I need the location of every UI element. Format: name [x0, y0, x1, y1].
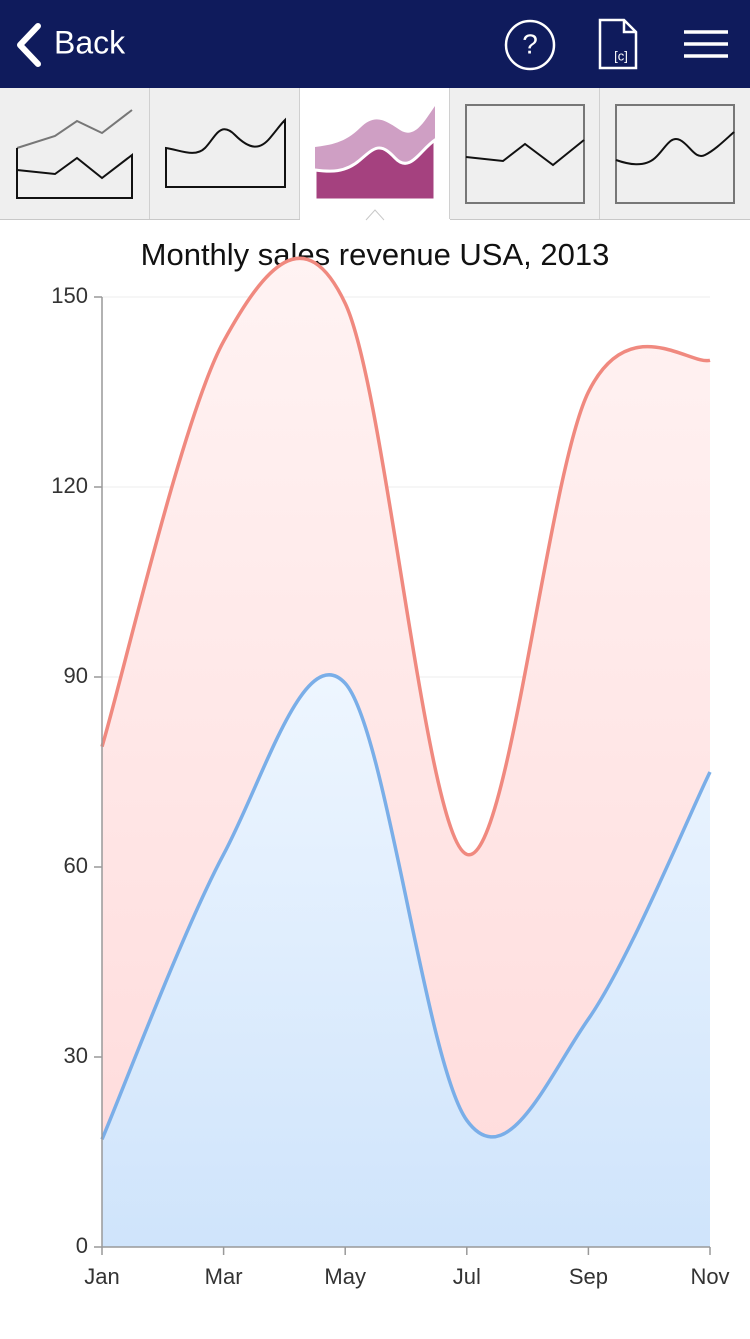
nav-bar	[0, 0, 750, 88]
thumb-boxed-line[interactable]	[465, 104, 585, 204]
y-tick-label: 120	[51, 473, 88, 498]
thumb-boxed-spline[interactable]	[615, 104, 735, 204]
thumb-line[interactable]	[16, 109, 133, 199]
series-line	[100, 256, 711, 857]
help-label[interactable]: ?	[522, 28, 538, 59]
x-tick-label: Jul	[453, 1264, 481, 1289]
x-tick-label: Nov	[690, 1264, 729, 1289]
x-tick-label: Sep	[569, 1264, 608, 1289]
back-chevron	[17, 23, 41, 67]
series-line	[100, 673, 712, 1141]
help-circle	[504, 19, 556, 71]
tab-separators	[149, 88, 600, 219]
y-tick-label: 150	[51, 283, 88, 308]
menu-button[interactable]	[684, 30, 728, 58]
thumb-spline[interactable]	[165, 117, 286, 188]
x-tick-label: Jan	[84, 1264, 119, 1289]
y-tick-label: 90	[64, 663, 88, 688]
y-tick-label: 60	[64, 853, 88, 878]
back-button[interactable]: Back	[17, 23, 126, 67]
x-tick-label: Mar	[205, 1264, 243, 1289]
back-label[interactable]: Back	[54, 24, 126, 60]
thumb-stacked-area[interactable]	[313, 106, 437, 202]
doc-label[interactable]: [c]	[614, 48, 628, 63]
area	[102, 674, 710, 1247]
tab-notch	[365, 209, 385, 221]
doc-button[interactable]: [c]	[598, 18, 638, 70]
plot: 0 30 60 90 120 150 Jan Mar May Jul Sep Nov	[51, 256, 730, 1289]
area	[102, 258, 710, 1140]
y-tick-label: 30	[64, 1043, 88, 1068]
doc-icon	[598, 18, 638, 70]
chart-title: Monthly sales revenue USA, 2013	[141, 237, 610, 272]
x-tick-label: May	[324, 1264, 366, 1289]
help-button[interactable]: ?	[504, 19, 556, 71]
y-tick-label: 0	[76, 1233, 88, 1258]
tab-thumbnails	[16, 104, 735, 204]
